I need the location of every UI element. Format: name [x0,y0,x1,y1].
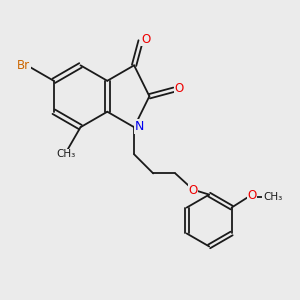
Text: N: N [135,120,144,133]
Text: O: O [247,189,256,202]
Text: CH₃: CH₃ [57,149,76,159]
Text: O: O [174,82,184,95]
Text: O: O [188,184,198,197]
Text: CH₃: CH₃ [263,192,282,202]
Text: O: O [141,33,150,46]
Text: Br: Br [17,59,30,72]
